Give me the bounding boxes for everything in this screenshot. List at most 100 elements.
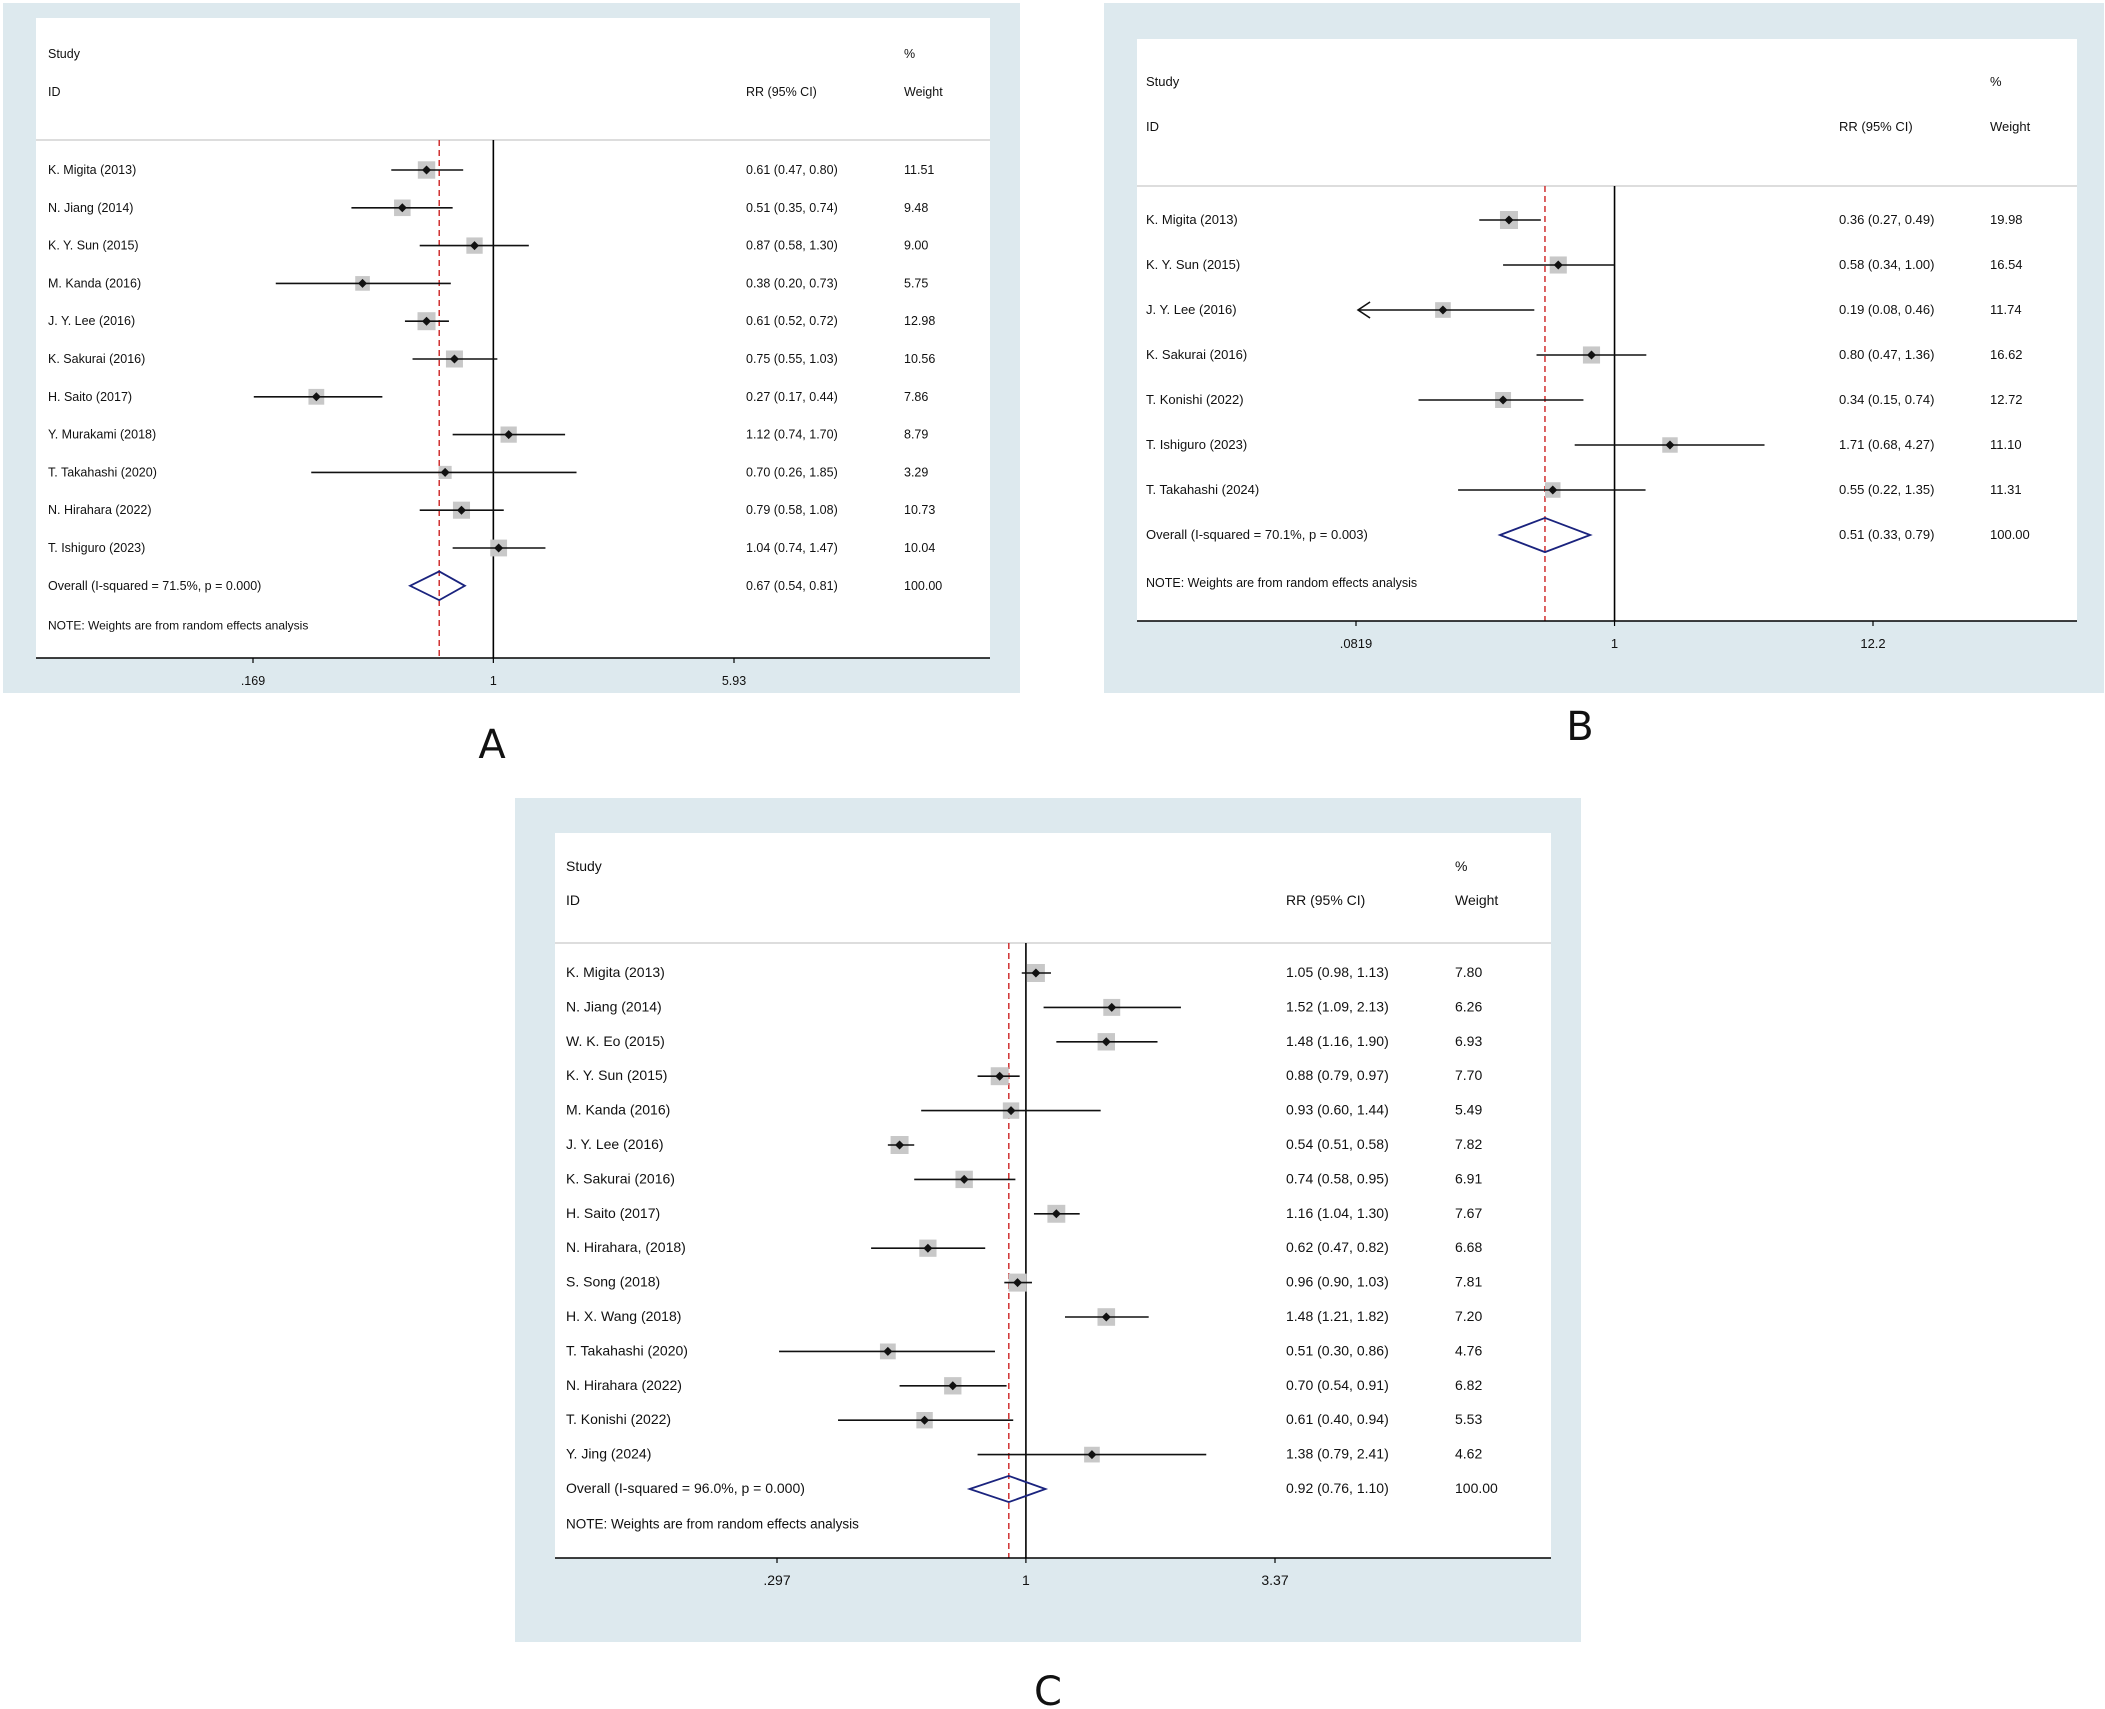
study-row: K. Migita (2013) 0.61 (0.47, 0.80) 11.51 — [48, 161, 934, 179]
study-rr-ci: 1.04 (0.74, 1.47) — [746, 541, 838, 555]
study-name: N. Hirahara, (2018) — [566, 1239, 686, 1255]
header-study: Study — [48, 47, 81, 61]
study-row: H. Saito (2017) 1.16 (1.04, 1.30) 7.67 — [566, 1205, 1482, 1223]
point-estimate-marker — [504, 430, 514, 440]
study-rr-ci: 0.36 (0.27, 0.49) — [1839, 212, 1934, 227]
study-rr-ci: 0.51 (0.35, 0.74) — [746, 201, 838, 215]
point-estimate-marker — [449, 354, 459, 364]
study-weight: 7.82 — [1455, 1136, 1482, 1152]
study-weight: 7.70 — [1455, 1067, 1482, 1083]
study-weight: 9.48 — [904, 201, 928, 215]
x-axis-tick-label: 1 — [1022, 1572, 1030, 1588]
point-estimate-marker — [1006, 1106, 1016, 1116]
point-estimate-marker — [1051, 1209, 1061, 1219]
study-weight: 7.86 — [904, 390, 928, 404]
study-rr-ci: 1.48 (1.16, 1.90) — [1286, 1033, 1389, 1049]
study-rr-ci: 0.93 (0.60, 1.44) — [1286, 1102, 1389, 1118]
study-weight: 10.04 — [904, 541, 935, 555]
x-axis-tick-label: .0819 — [1340, 636, 1373, 651]
study-row: K. Sakurai (2016) 0.74 (0.58, 0.95) 6.91 — [566, 1170, 1482, 1189]
study-name: H. Saito (2017) — [566, 1205, 660, 1221]
header-percent: % — [1990, 74, 2002, 89]
plot-area — [555, 833, 1551, 1558]
point-estimate-marker — [895, 1140, 905, 1150]
point-estimate-marker — [1665, 440, 1675, 450]
study-rr-ci: 1.71 (0.68, 4.27) — [1839, 437, 1934, 452]
study-name: T. Ishiguro (2023) — [48, 541, 145, 555]
header-percent: % — [1455, 858, 1467, 874]
study-row: K. Sakurai (2016) 0.80 (0.47, 1.36) 16.62 — [1146, 346, 2023, 364]
study-rr-ci: 0.70 (0.54, 0.91) — [1286, 1377, 1389, 1393]
header-rr-ci: RR (95% CI) — [746, 85, 817, 99]
study-row: K. Y. Sun (2015) 0.88 (0.79, 0.97) 7.70 — [566, 1067, 1482, 1086]
point-estimate-marker — [397, 203, 407, 213]
study-weight: 16.62 — [1990, 347, 2023, 362]
study-weight: 7.81 — [1455, 1274, 1482, 1290]
point-estimate-marker — [883, 1346, 893, 1356]
study-weight: 4.76 — [1455, 1342, 1482, 1358]
study-name: K. Sakurai (2016) — [1146, 347, 1247, 362]
study-name: K. Sakurai (2016) — [48, 352, 145, 366]
study-rr-ci: 1.12 (0.74, 1.70) — [746, 428, 838, 442]
plot-area — [1137, 39, 2077, 621]
study-name: S. Song (2018) — [566, 1274, 660, 1290]
x-axis-tick-label: 1 — [1611, 636, 1618, 651]
study-row: T. Ishiguro (2023) 1.71 (0.68, 4.27) 11.10 — [1146, 437, 2022, 453]
study-name: J. Y. Lee (2016) — [1146, 302, 1237, 317]
study-name: K. Sakurai (2016) — [566, 1170, 675, 1186]
header-weight: Weight — [1455, 892, 1498, 908]
study-weight: 5.75 — [904, 276, 928, 290]
study-row: Y. Murakami (2018) 1.12 (0.74, 1.70) 8.79 — [48, 426, 928, 443]
study-name: N. Hirahara (2022) — [48, 503, 152, 517]
overall-label: Overall (I-squared = 71.5%, p = 0.000) — [48, 579, 261, 593]
study-weight: 3.29 — [904, 465, 928, 479]
header-id: ID — [566, 892, 580, 908]
study-row: J. Y. Lee (2016) 0.61 (0.52, 0.72) 12.98 — [48, 312, 935, 331]
study-row: N. Jiang (2014) 0.51 (0.35, 0.74) 9.48 — [48, 199, 928, 217]
study-weight: 11.10 — [1990, 437, 2022, 452]
study-name: H. Saito (2017) — [48, 390, 132, 404]
study-rr-ci: 0.34 (0.15, 0.74) — [1839, 392, 1934, 407]
study-rr-ci: 0.70 (0.26, 1.85) — [746, 465, 838, 479]
weights-note: NOTE: Weights are from random effects an… — [48, 618, 308, 632]
study-name: J. Y. Lee (2016) — [566, 1136, 664, 1152]
header-weight: Weight — [904, 85, 943, 99]
study-row: Y. Jing (2024) 1.38 (0.79, 2.41) 4.62 — [566, 1446, 1482, 1463]
study-rr-ci: 0.80 (0.47, 1.36) — [1839, 347, 1934, 362]
study-rr-ci: 0.54 (0.51, 0.58) — [1286, 1136, 1389, 1152]
overall-label: Overall (I-squared = 70.1%, p = 0.003) — [1146, 527, 1368, 542]
study-name: K. Y. Sun (2015) — [1146, 257, 1240, 272]
point-estimate-marker — [948, 1381, 958, 1391]
overall-label: Overall (I-squared = 96.0%, p = 0.000) — [566, 1480, 805, 1496]
study-name: T. Takahashi (2020) — [566, 1342, 688, 1358]
panel-letter-a: A — [478, 722, 506, 768]
study-weight: 7.67 — [1455, 1205, 1482, 1221]
study-rr-ci: 0.61 (0.40, 0.94) — [1286, 1411, 1389, 1427]
point-estimate-marker — [422, 165, 432, 175]
header-study: Study — [1146, 74, 1180, 89]
study-rr-ci: 0.75 (0.55, 1.03) — [746, 352, 838, 366]
study-name: T. Ishiguro (2023) — [1146, 437, 1247, 452]
study-name: W. K. Eo (2015) — [566, 1033, 665, 1049]
overall-rr-ci: 0.92 (0.76, 1.10) — [1286, 1480, 1389, 1496]
overall-weight: 100.00 — [904, 579, 942, 593]
point-estimate-marker — [1107, 1002, 1117, 1012]
study-row: T. Konishi (2022) 0.34 (0.15, 0.74) 12.72 — [1146, 392, 2023, 408]
study-row: K. Migita (2013) 1.05 (0.98, 1.13) 7.80 — [566, 964, 1482, 982]
point-estimate-marker — [1101, 1312, 1111, 1322]
study-row: J. Y. Lee (2016) 0.19 (0.08, 0.46) 11.74 — [1146, 301, 2022, 319]
point-estimate-marker — [1438, 305, 1448, 315]
overall-diamond — [966, 1474, 1049, 1504]
header-id: ID — [1146, 119, 1159, 134]
study-row: T. Takahashi (2024) 0.55 (0.22, 1.35) 11.3… — [1146, 482, 2022, 498]
study-name: N. Jiang (2014) — [566, 998, 662, 1014]
study-row: K. Migita (2013) 0.36 (0.27, 0.49) 19.98 — [1146, 211, 2023, 229]
point-estimate-marker — [470, 241, 480, 251]
study-name: M. Kanda (2016) — [566, 1102, 670, 1118]
x-axis-tick-label: 1 — [490, 674, 497, 688]
header-rr-ci: RR (95% CI) — [1839, 119, 1913, 134]
study-rr-ci: 0.87 (0.58, 1.30) — [746, 239, 838, 253]
panel-letter-c: C — [1034, 1669, 1062, 1709]
study-name: H. X. Wang (2018) — [566, 1308, 681, 1324]
